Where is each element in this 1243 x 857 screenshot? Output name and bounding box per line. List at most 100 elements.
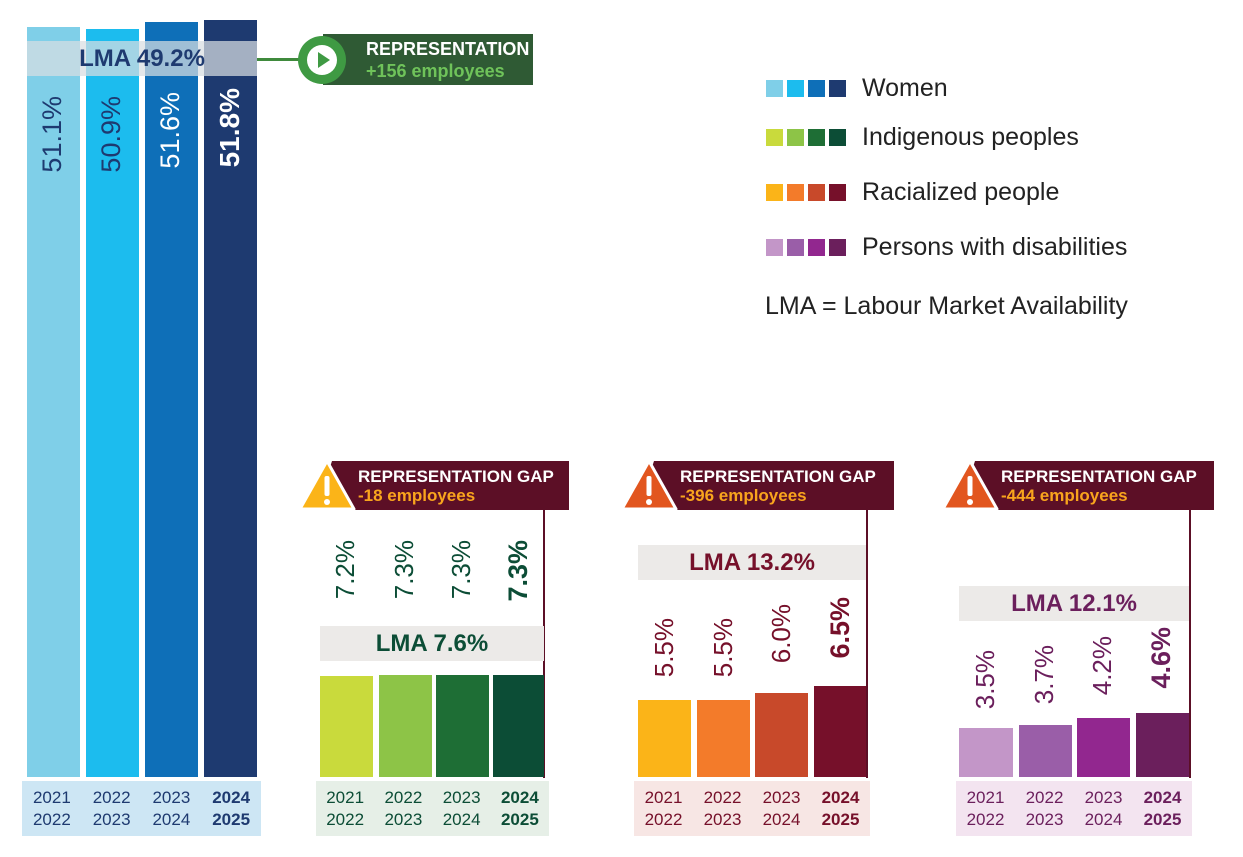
women-lma-label: LMA 49.2%	[79, 44, 205, 72]
racialized-year-2022-a: 2022	[703, 788, 742, 807]
disabilities-lma-label: LMA 12.1%	[1011, 589, 1137, 617]
indigenous-gap-callout: REPRESENTATION GAP -18 employees	[316, 461, 569, 510]
play-icon	[298, 36, 346, 84]
disabilities-year-2021-b: 2022	[966, 810, 1005, 829]
indigenous-bars	[320, 620, 550, 777]
indigenous-year-axis: 2021 2022 2022 2023 2023 2024 2024 2025	[316, 781, 549, 836]
disabilities-lma-band: LMA 12.1%	[959, 586, 1189, 621]
disabilities-value-label-2022: 3.7%	[1029, 645, 1059, 705]
disabilities-bar-2021	[959, 728, 1013, 777]
legend-label-women: Women	[862, 74, 948, 102]
racialized-bars	[638, 620, 868, 777]
racialized-gap-line	[866, 510, 868, 778]
indigenous-bar-2021	[320, 676, 373, 777]
women-year-axis: 2021 2022 2022 2023 2023 2024 2024 2025	[22, 781, 261, 836]
women-bars	[27, 20, 257, 777]
indigenous-lma-label: LMA 7.6%	[375, 629, 489, 657]
women-value-label-2024: 51.8%	[214, 88, 245, 168]
warning-icon	[298, 459, 356, 511]
legend-label-indigenous: Indigenous peoples	[862, 123, 1079, 151]
disabilities-gap-title: REPRESENTATION GAP	[1001, 466, 1197, 486]
legend-label-racialized: Racialized people	[862, 178, 1060, 206]
indigenous-value-label-2024: 7.3%	[503, 540, 533, 602]
indigenous-bar-2023	[436, 675, 489, 777]
disabilities-year-2022-a: 2022	[1025, 788, 1064, 807]
women-lma-band: LMA 49.2%	[27, 41, 257, 76]
warning-icon	[941, 459, 999, 511]
indigenous-year-2022-b: 2023	[384, 810, 423, 829]
women-bar-2021	[27, 27, 80, 777]
women-year-2022-b: 2023	[92, 810, 131, 829]
legend-item-women: Women	[766, 74, 948, 103]
indigenous-year-2022-a: 2022	[384, 788, 423, 807]
racialized-year-2023-a: 2023	[762, 788, 801, 807]
racialized-year-2021-b: 2022	[644, 810, 683, 829]
legend-label-disabilities: Persons with disabilities	[862, 233, 1128, 261]
legend-swatch	[808, 129, 825, 146]
disabilities-bar-2024	[1136, 713, 1189, 777]
women-value-label-2023: 51.6%	[155, 92, 185, 169]
indigenous-lma-band: LMA 7.6%	[320, 626, 544, 661]
legend-swatch	[787, 80, 804, 97]
disabilities-year-axis: 2021 2022 2022 2023 2023 2024 2024 2025	[956, 781, 1192, 836]
racialized-bar-2021	[638, 700, 691, 777]
disabilities-year-2024-a: 2024	[1143, 788, 1182, 807]
disabilities-gap-line	[1189, 510, 1191, 778]
racialized-bar-2024	[814, 686, 866, 777]
legend-swatch	[787, 184, 804, 201]
racialized-value-label-2024: 6.5%	[825, 597, 855, 659]
legend-swatch	[808, 184, 825, 201]
indigenous-bar-2022	[379, 675, 432, 777]
women-callout-box	[323, 34, 533, 85]
women-year-2023-a: 2023	[152, 788, 191, 807]
racialized-year-2022-b: 2023	[703, 810, 742, 829]
women-callout-title: REPRESENTATION	[366, 39, 530, 59]
racialized-year-2024-a: 2024	[821, 788, 860, 807]
racialized-year-2021-a: 2021	[644, 788, 683, 807]
women-year-2024-b: 2025	[212, 810, 251, 829]
women-year-2024-a: 2024	[212, 788, 251, 807]
indigenous-year-2024-a: 2024	[500, 788, 539, 807]
legend-swatch	[766, 184, 783, 201]
legend-item-disabilities: Persons with disabilities	[766, 233, 1127, 262]
legend-swatch	[808, 80, 825, 97]
indigenous-value-label-2023: 7.3%	[446, 540, 476, 600]
disabilities-bars	[959, 620, 1189, 777]
disabilities-year-2022-b: 2023	[1025, 810, 1064, 829]
disabilities-year-2021-a: 2021	[966, 788, 1005, 807]
women-value-label-2022: 50.9%	[96, 96, 126, 173]
racialized-value-label-2021: 5.5%	[649, 618, 679, 678]
indigenous-year-2021-b: 2022	[326, 810, 365, 829]
legend-swatch	[829, 80, 846, 97]
legend-swatch	[829, 239, 846, 256]
legend-item-racialized: Racialized people	[766, 178, 1059, 207]
legend-swatch	[829, 184, 846, 201]
legend-swatch	[829, 129, 846, 146]
indigenous-bar-2024	[493, 675, 544, 777]
legend-swatch	[787, 239, 804, 256]
legend-swatch	[766, 239, 783, 256]
disabilities-bar-2022	[1019, 725, 1072, 777]
racialized-bar-2023	[755, 693, 808, 777]
indigenous-value-label-2021: 7.2%	[330, 540, 360, 600]
indigenous-value-label-2022: 7.3%	[389, 540, 419, 600]
disabilities-gap-callout: REPRESENTATION GAP -444 employees	[959, 461, 1214, 510]
racialized-year-2023-b: 2024	[762, 810, 801, 829]
disabilities-value-label-2024: 4.6%	[1146, 627, 1176, 689]
women-value-label-2021: 51.1%	[37, 96, 67, 173]
indigenous-year-2024-b: 2025	[500, 810, 539, 829]
indigenous-year-2023-a: 2023	[442, 788, 481, 807]
racialized-gap-callout: REPRESENTATION GAP -396 employees	[638, 461, 894, 510]
legend-swatch	[808, 239, 825, 256]
disabilities-year-2023-b: 2024	[1084, 810, 1123, 829]
legend-swatch	[766, 129, 783, 146]
racialized-lma-band: LMA 13.2%	[638, 545, 866, 580]
women-bar-2023	[145, 22, 198, 777]
indigenous-year-2021-a: 2021	[326, 788, 365, 807]
warning-icon	[620, 459, 678, 511]
racialized-value-label-2023: 6.0%	[766, 604, 796, 664]
indigenous-gap-line	[543, 510, 545, 778]
indigenous-gap-subtitle: -18 employees	[358, 485, 476, 505]
racialized-gap-subtitle: -396 employees	[680, 485, 807, 505]
racialized-value-label-2022: 5.5%	[708, 618, 738, 678]
